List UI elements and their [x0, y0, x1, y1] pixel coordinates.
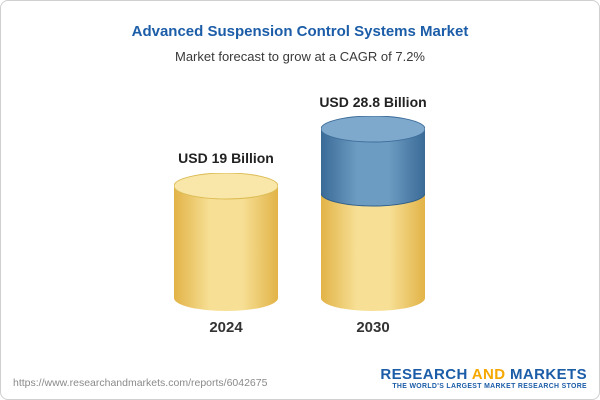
logo-word-research: RESEARCH — [380, 365, 472, 383]
chart-title: Advanced Suspension Control Systems Mark… — [131, 23, 469, 40]
logo-word-markets: MARKETS — [505, 365, 587, 383]
x-axis-label-2030: 2030 — [356, 319, 390, 336]
research-and-markets-logo: RESEARCH AND MARKETS THE WORLD'S LARGEST… — [380, 366, 587, 391]
logo-word-and: AND — [471, 365, 506, 383]
bar-value-label-2024: USD 19 Billion — [178, 150, 274, 166]
bar-cylinder-2024 — [174, 173, 278, 311]
logo-wordmark: RESEARCH AND MARKETS — [380, 366, 587, 383]
report-url: https://www.researchandmarkets.com/repor… — [13, 377, 268, 389]
x-axis-label-2024: 2024 — [209, 319, 243, 336]
logo-tagline: THE WORLD'S LARGEST MARKET RESEARCH STOR… — [392, 383, 587, 391]
bar-cylinder-2030 — [321, 116, 425, 311]
bar-value-label-2030: USD 28.8 Billion — [319, 94, 427, 110]
chart-subtitle: Market forecast to grow at a CAGR of 7.2… — [175, 49, 425, 64]
